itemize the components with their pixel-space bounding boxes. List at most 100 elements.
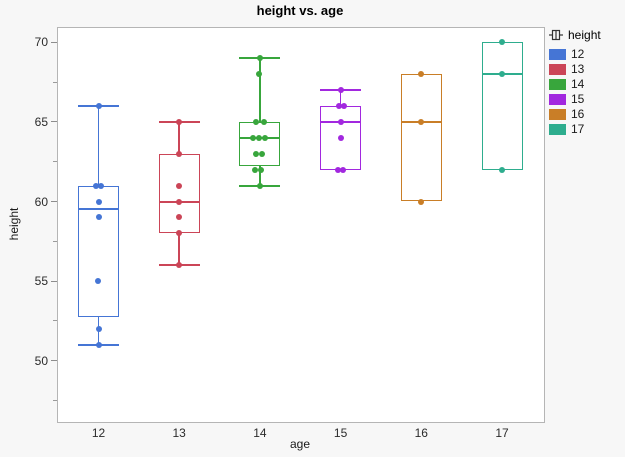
data-point[interactable]: [340, 102, 347, 109]
whisker-line: [97, 105, 100, 186]
whisker-line: [339, 90, 342, 106]
legend-swatch: [549, 48, 566, 60]
data-point[interactable]: [95, 214, 102, 221]
data-point[interactable]: [499, 166, 505, 173]
data-point[interactable]: [255, 134, 262, 141]
data-point[interactable]: [176, 262, 183, 269]
x-axis-title: age: [289, 437, 311, 451]
box[interactable]: [400, 74, 442, 202]
data-point[interactable]: [339, 166, 346, 173]
data-point[interactable]: [95, 325, 102, 332]
data-point[interactable]: [418, 198, 425, 205]
legend-item-label: 14: [571, 77, 585, 91]
data-point[interactable]: [176, 230, 183, 237]
legend-swatch: [549, 108, 566, 120]
legend-swatch: [549, 93, 566, 105]
y-minor-tick: [53, 320, 57, 322]
data-point[interactable]: [256, 182, 263, 189]
legend-item[interactable]: 12: [549, 47, 621, 61]
data-point[interactable]: [334, 166, 341, 173]
legend-item-label: 17: [571, 122, 585, 136]
y-tick-label: 65: [34, 114, 48, 129]
data-point[interactable]: [249, 134, 256, 141]
legend-swatch: [549, 123, 566, 135]
legend-item[interactable]: 16: [549, 107, 621, 121]
data-point[interactable]: [499, 39, 505, 46]
data-point[interactable]: [176, 182, 183, 189]
data-point[interactable]: [95, 341, 102, 348]
legend-title-row: height: [549, 27, 621, 43]
data-point[interactable]: [176, 118, 183, 125]
box[interactable]: [481, 42, 523, 170]
legend-swatch: [549, 63, 566, 75]
plot-area: 70 65 60 55 50 12 13 14 15 16 17: [35, 27, 545, 440]
whisker-line: [259, 58, 261, 122]
legend-items: 12 13 14 15 16 17: [549, 47, 621, 136]
whisker-line: [178, 121, 180, 154]
y-tick: [51, 41, 57, 43]
x-tick-label: 15: [333, 426, 348, 440]
box[interactable]: [158, 153, 200, 234]
data-point[interactable]: [337, 134, 344, 141]
data-point[interactable]: [176, 214, 183, 221]
data-point[interactable]: [499, 71, 505, 78]
y-axis-title: height: [7, 207, 21, 241]
x-tick-label: 13: [172, 426, 186, 440]
box[interactable]: [239, 121, 281, 166]
legend-item[interactable]: 13: [549, 62, 621, 76]
x-tick-label: 12: [91, 426, 106, 440]
data-point[interactable]: [258, 150, 265, 157]
data-point[interactable]: [92, 182, 99, 189]
whisker-line: [259, 165, 261, 186]
whisker-line: [178, 233, 180, 266]
boxplot-icon: [549, 29, 563, 41]
data-point[interactable]: [418, 71, 425, 78]
x-tick-label: 17: [495, 426, 509, 440]
y-tick: [51, 360, 57, 362]
data-point[interactable]: [337, 118, 344, 125]
data-point[interactable]: [337, 87, 344, 94]
x-tick-label: 16: [414, 426, 428, 440]
legend: height 12 13 14 15 16 17: [549, 27, 621, 136]
median-line: [78, 208, 119, 211]
box[interactable]: [78, 185, 119, 317]
data-point[interactable]: [257, 166, 264, 173]
y-tick: [51, 121, 57, 123]
data-point[interactable]: [418, 118, 425, 125]
data-point[interactable]: [95, 102, 102, 109]
legend-item-label: 16: [571, 107, 585, 121]
legend-swatch: [549, 78, 566, 90]
legend-item-label: 13: [571, 62, 585, 76]
chart-title: height vs. age: [256, 3, 344, 18]
y-tick: [51, 201, 57, 202]
y-tick-label: 55: [34, 274, 48, 289]
data-point[interactable]: [97, 182, 104, 189]
data-point[interactable]: [255, 71, 262, 78]
y-minor-tick: [53, 240, 57, 242]
data-point[interactable]: [176, 198, 183, 205]
legend-item-label: 15: [571, 92, 585, 106]
data-point[interactable]: [335, 102, 342, 109]
data-point[interactable]: [252, 118, 259, 125]
x-tick-label: 14: [253, 426, 267, 440]
data-point[interactable]: [261, 134, 268, 141]
data-point[interactable]: [252, 150, 259, 157]
legend-item-label: 12: [571, 47, 585, 61]
y-tick: [51, 280, 57, 282]
data-point[interactable]: [94, 278, 101, 285]
legend-item[interactable]: 17: [549, 122, 621, 136]
legend-item[interactable]: 15: [549, 92, 621, 106]
data-point[interactable]: [95, 198, 102, 205]
y-tick-label: 70: [34, 35, 48, 50]
data-point[interactable]: [256, 55, 263, 62]
y-minor-tick: [53, 81, 57, 83]
y-minor-tick: [53, 400, 57, 401]
data-point[interactable]: [176, 150, 183, 157]
y-tick-label: 60: [34, 194, 48, 209]
legend-item[interactable]: 14: [549, 77, 621, 91]
y-minor-tick: [53, 161, 57, 163]
y-tick-label: 50: [34, 353, 48, 368]
data-point[interactable]: [260, 118, 267, 125]
data-point[interactable]: [251, 166, 258, 173]
